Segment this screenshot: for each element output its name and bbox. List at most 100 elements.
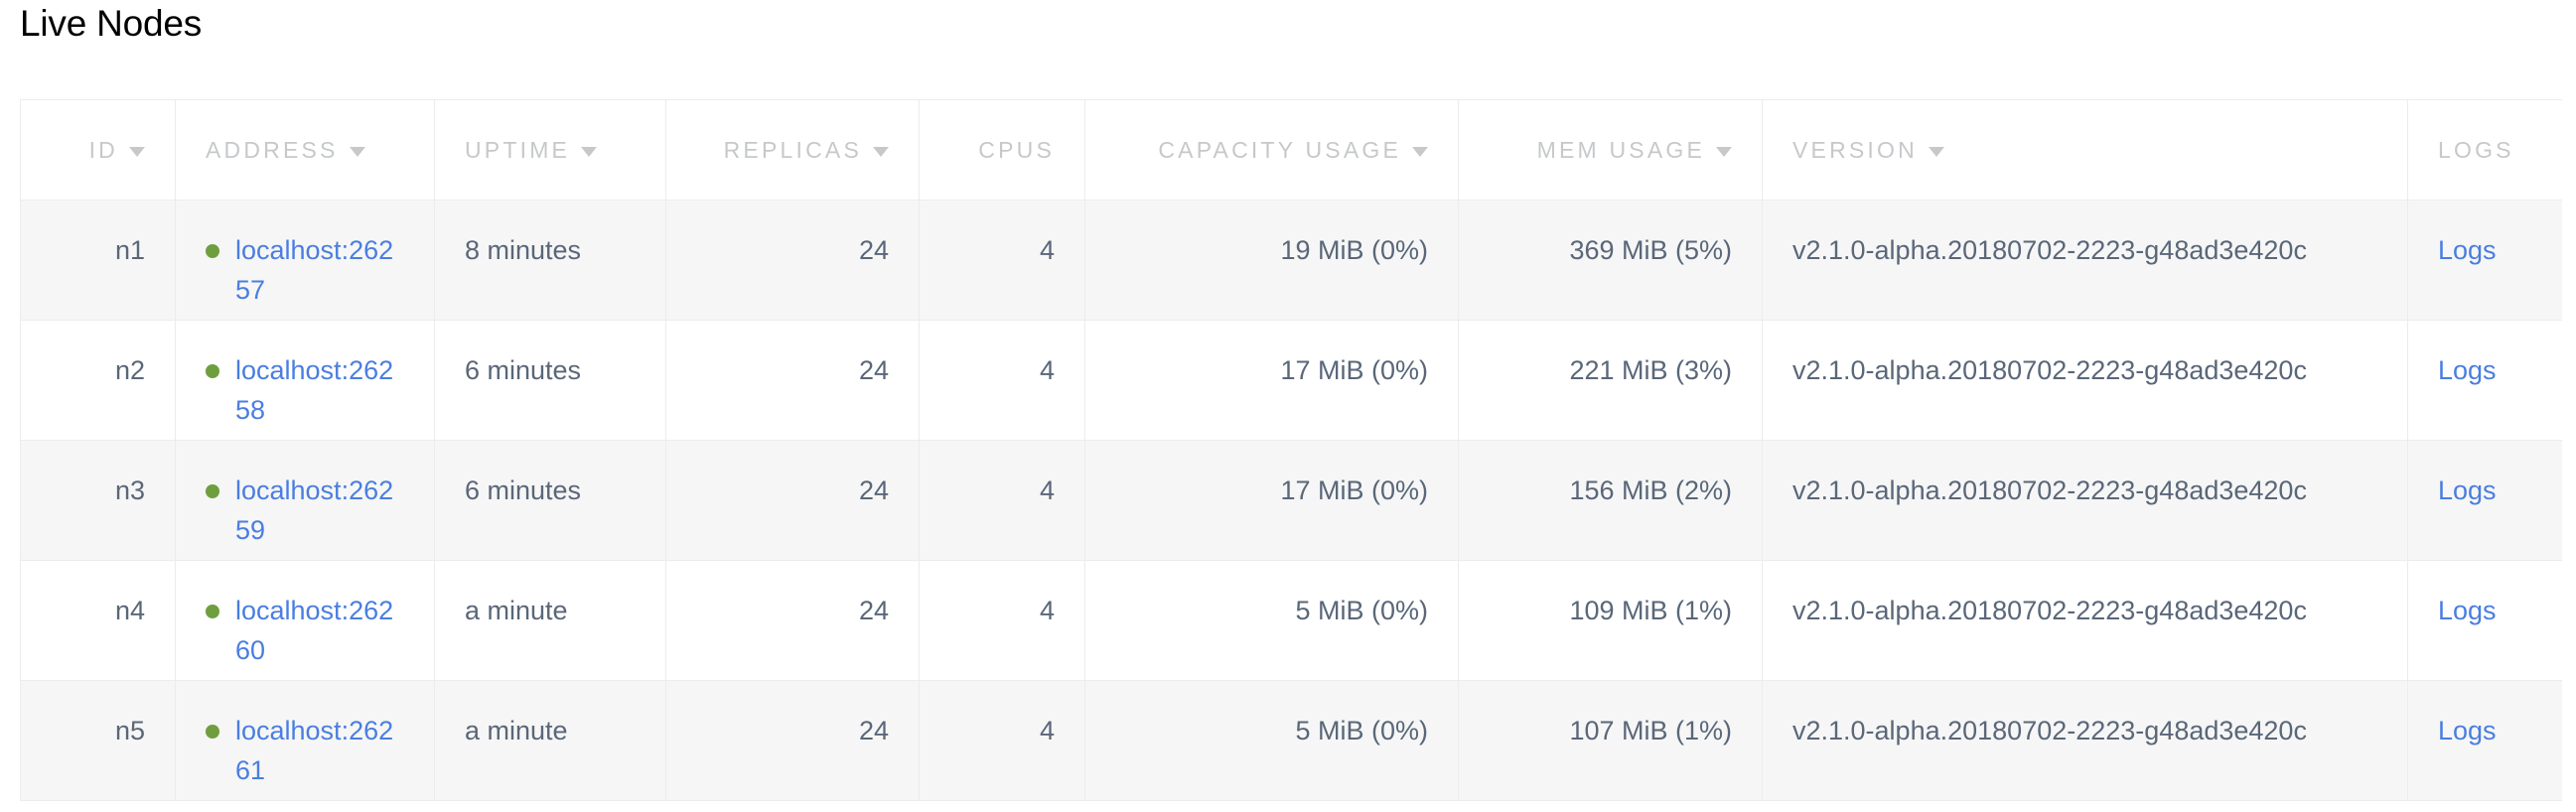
column-header-address[interactable]: ADDRESS (175, 99, 435, 201)
column-header-label: CAPACITY USAGE (1158, 136, 1401, 163)
cell-mem: 156 MiB (2%) (1458, 440, 1763, 561)
chevron-down-icon[interactable] (129, 147, 145, 157)
cell-replicas: 24 (665, 440, 920, 561)
cell-capacity: 19 MiB (0%) (1084, 200, 1459, 321)
column-header-label: CPUS (978, 136, 1055, 163)
version-cell-inner: v2.1.0-alpha.20180702-2223-g48ad3e420c (1763, 561, 2407, 680)
cell-capacity: 5 MiB (0%) (1084, 680, 1459, 801)
chevron-down-icon[interactable] (1928, 147, 1944, 157)
column-header-version[interactable]: VERSION (1762, 99, 2408, 201)
cell-address: localhost:26259 (175, 440, 435, 561)
address-cell-inner: localhost:26258 (176, 321, 434, 430)
version-text: v2.1.0-alpha.20180702-2223-g48ad3e420c (1792, 475, 2307, 505)
version-cell-inner: v2.1.0-alpha.20180702-2223-g48ad3e420c (1763, 321, 2407, 440)
cpus-text: 4 (1039, 475, 1055, 505)
column-header-inner: UPTIME (435, 100, 665, 200)
version-cell-inner: v2.1.0-alpha.20180702-2223-g48ad3e420c (1763, 201, 2407, 320)
logs-link[interactable]: Logs (2438, 716, 2497, 745)
column-header-inner: LOGS (2408, 100, 2562, 200)
column-header-inner: ADDRESS (176, 100, 434, 200)
cell-uptime: a minute (434, 560, 666, 681)
cell-address: localhost:26260 (175, 560, 435, 681)
table-body: n1 localhost:26257 8 minutes 24 4 19 MiB (0%)… (20, 200, 2562, 801)
chevron-down-icon[interactable] (1412, 147, 1428, 157)
address-cell-inner: localhost:26261 (176, 681, 434, 790)
cell-uptime: 6 minutes (434, 320, 666, 441)
replicas-text: 24 (858, 716, 889, 745)
column-header-id[interactable]: ID (20, 99, 176, 201)
capacity-usage-text: 17 MiB (0%) (1280, 475, 1428, 505)
uptime-text: 8 minutes (465, 235, 582, 265)
chevron-down-icon[interactable] (349, 147, 365, 157)
cell-uptime: 6 minutes (434, 440, 666, 561)
node-address-link[interactable]: localhost:26261 (235, 716, 394, 785)
column-header-mem[interactable]: MEM USAGE (1458, 99, 1763, 201)
status-dot-healthy-icon (206, 605, 219, 618)
logs-link[interactable]: Logs (2438, 475, 2497, 505)
column-header-inner: REPLICAS (666, 100, 919, 200)
live-nodes-table: ID ADDRESS UPTIME REPLICAS CPUS CAPACITY USAG… (20, 99, 2562, 801)
cell-id: n3 (20, 440, 176, 561)
node-address-link[interactable]: localhost:26257 (235, 235, 394, 305)
cell-logs: Logs (2407, 440, 2562, 561)
mem-usage-text: 369 MiB (5%) (1569, 235, 1732, 265)
replicas-text: 24 (858, 355, 889, 385)
logs-cell-inner: Logs (2408, 681, 2562, 800)
column-header-inner: MEM USAGE (1459, 100, 1762, 200)
cell-cpus: 4 (919, 440, 1085, 561)
logs-cell-inner: Logs (2408, 441, 2562, 560)
chevron-down-icon[interactable] (873, 147, 889, 157)
node-id-text: n1 (114, 235, 145, 265)
cell-logs: Logs (2407, 200, 2562, 321)
capacity-usage-text: 5 MiB (0%) (1295, 596, 1428, 625)
table-row: n4 localhost:26260 a minute 24 4 5 MiB (0%) 10… (20, 560, 2562, 681)
cell-capacity: 17 MiB (0%) (1084, 320, 1459, 441)
capacity-usage-text: 17 MiB (0%) (1280, 355, 1428, 385)
replicas-text: 24 (858, 475, 889, 505)
capacity-usage-text: 19 MiB (0%) (1280, 235, 1428, 265)
column-header-label: MEM USAGE (1536, 136, 1705, 163)
column-header-label: UPTIME (465, 136, 571, 163)
column-header-label: VERSION (1792, 136, 1918, 163)
version-cell-inner: v2.1.0-alpha.20180702-2223-g48ad3e420c (1763, 681, 2407, 800)
cpus-text: 4 (1039, 596, 1055, 625)
column-header-label: REPLICAS (723, 136, 862, 163)
node-address-link[interactable]: localhost:26259 (235, 475, 394, 545)
node-address-link[interactable]: localhost:26260 (235, 596, 394, 665)
table-header: ID ADDRESS UPTIME REPLICAS CPUS CAPACITY USAG… (20, 99, 2562, 201)
column-header-capacity[interactable]: CAPACITY USAGE (1084, 99, 1459, 201)
cell-id: n5 (20, 680, 176, 801)
node-id-text: n3 (114, 475, 145, 505)
replicas-text: 24 (858, 235, 889, 265)
chevron-down-icon[interactable] (581, 147, 598, 157)
chevron-down-icon[interactable] (1716, 147, 1732, 157)
version-text: v2.1.0-alpha.20180702-2223-g48ad3e420c (1792, 716, 2307, 745)
cpus-text: 4 (1039, 355, 1055, 385)
column-header-inner: CAPACITY USAGE (1085, 100, 1458, 200)
cell-mem: 221 MiB (3%) (1458, 320, 1763, 441)
capacity-usage-text: 5 MiB (0%) (1295, 716, 1428, 745)
address-cell-inner: localhost:26259 (176, 441, 434, 550)
cell-cpus: 4 (919, 200, 1085, 321)
logs-cell-inner: Logs (2408, 321, 2562, 440)
logs-link[interactable]: Logs (2438, 235, 2497, 265)
table-row: n5 localhost:26261 a minute 24 4 5 MiB (0%) 10… (20, 680, 2562, 801)
table-row: n2 localhost:26258 6 minutes 24 4 17 MiB (0%)… (20, 320, 2562, 441)
cell-id: n4 (20, 560, 176, 681)
node-address-link[interactable]: localhost:26258 (235, 355, 394, 425)
cell-uptime: 8 minutes (434, 200, 666, 321)
cell-logs: Logs (2407, 560, 2562, 681)
cell-version: v2.1.0-alpha.20180702-2223-g48ad3e420c (1762, 680, 2408, 801)
cell-version: v2.1.0-alpha.20180702-2223-g48ad3e420c (1762, 440, 2408, 561)
cell-capacity: 17 MiB (0%) (1084, 440, 1459, 561)
column-header-uptime[interactable]: UPTIME (434, 99, 666, 201)
table-row: n1 localhost:26257 8 minutes 24 4 19 MiB (0%)… (20, 200, 2562, 321)
logs-link[interactable]: Logs (2438, 355, 2497, 385)
column-header-replicas[interactable]: REPLICAS (665, 99, 920, 201)
cell-cpus: 4 (919, 680, 1085, 801)
node-id-text: n5 (114, 716, 145, 745)
node-id-text: n2 (114, 355, 145, 385)
logs-link[interactable]: Logs (2438, 596, 2497, 625)
cell-uptime: a minute (434, 680, 666, 801)
